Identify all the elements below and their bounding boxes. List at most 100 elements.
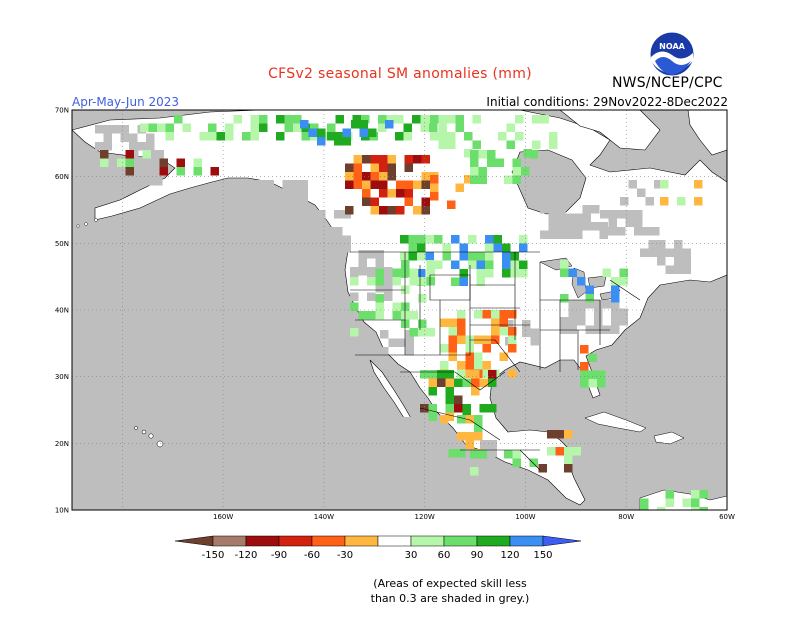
anomaly-cell bbox=[362, 189, 371, 198]
low-skill-cell bbox=[291, 197, 300, 206]
low-skill-cell bbox=[120, 125, 129, 134]
map-panel bbox=[72, 110, 727, 510]
anomaly-cell bbox=[465, 369, 474, 378]
anomaly-cell bbox=[438, 123, 447, 132]
anomaly-cell bbox=[225, 123, 234, 132]
low-skill-cell bbox=[265, 205, 274, 214]
anomaly-cell bbox=[560, 260, 569, 269]
low-skill-cell bbox=[637, 188, 646, 197]
low-skill-cell bbox=[574, 222, 583, 231]
low-skill-cell bbox=[611, 308, 620, 317]
low-skill-cell bbox=[367, 292, 376, 301]
anomaly-cell bbox=[465, 440, 474, 449]
colorbar-segment bbox=[311, 535, 346, 547]
anomaly-cell bbox=[476, 252, 485, 261]
anomaly-cell bbox=[457, 318, 466, 327]
low-skill-cell bbox=[480, 440, 489, 449]
anomaly-cell bbox=[408, 243, 417, 252]
low-skill-cell bbox=[557, 222, 566, 231]
anomaly-cell bbox=[619, 268, 628, 277]
low-skill-cell bbox=[317, 244, 326, 253]
anomaly-cell bbox=[359, 120, 368, 129]
anomaly-cell bbox=[387, 155, 396, 164]
anomaly-cell bbox=[199, 132, 208, 141]
anomaly-cell bbox=[395, 132, 404, 141]
low-skill-cell bbox=[334, 210, 343, 219]
anomaly-cell bbox=[482, 361, 491, 370]
anomaly-cell bbox=[342, 128, 351, 137]
anomaly-cell bbox=[471, 387, 480, 396]
anomaly-cell bbox=[409, 268, 418, 277]
anomaly-cell bbox=[611, 294, 620, 303]
low-skill-cell bbox=[95, 125, 104, 134]
anomaly-cell bbox=[640, 507, 649, 510]
anomaly-cell bbox=[459, 269, 468, 278]
anomaly-cell bbox=[225, 132, 234, 141]
low-skill-cell bbox=[282, 180, 291, 189]
low-skill-cell bbox=[540, 230, 549, 239]
low-skill-cell bbox=[375, 284, 384, 293]
anomaly-cell bbox=[350, 328, 359, 337]
low-skill-cell bbox=[568, 300, 577, 309]
low-skill-cell bbox=[505, 320, 514, 329]
anomaly-cell bbox=[370, 197, 379, 206]
anomaly-cell bbox=[293, 123, 302, 132]
low-skill-cell bbox=[147, 150, 156, 159]
anomaly-cell bbox=[560, 268, 569, 277]
anomaly-cell bbox=[504, 175, 513, 184]
low-skill-cell bbox=[634, 218, 643, 227]
low-skill-cell bbox=[530, 337, 539, 346]
low-skill-cell bbox=[682, 257, 691, 266]
anomaly-cell bbox=[508, 369, 517, 378]
anomaly-cell bbox=[515, 115, 524, 124]
anomaly-cell bbox=[488, 370, 497, 379]
low-skill-cell bbox=[565, 230, 574, 239]
low-skill-cell bbox=[405, 338, 414, 347]
anomaly-cell bbox=[327, 132, 336, 141]
anomaly-cell bbox=[284, 115, 293, 124]
anomaly-cell bbox=[403, 132, 412, 141]
anomaly-cell bbox=[125, 150, 134, 159]
anomaly-cell bbox=[459, 252, 468, 261]
anomaly-cell bbox=[300, 120, 309, 129]
low-skill-cell bbox=[682, 265, 691, 274]
anomaly-cell bbox=[359, 128, 368, 137]
anomaly-cell bbox=[259, 115, 268, 124]
colorbar-tick-label: 90 bbox=[471, 550, 484, 561]
anomaly-cell bbox=[459, 243, 468, 252]
anomaly-cell bbox=[580, 362, 589, 371]
anomaly-cell bbox=[345, 163, 354, 172]
anomaly-cell bbox=[392, 302, 401, 311]
low-skill-cell bbox=[674, 265, 683, 274]
anomaly-cell bbox=[485, 260, 494, 269]
colorbar: -150 -120 -90 -60 -30 30 60 90 120 150 bbox=[174, 535, 582, 561]
anomaly-cell bbox=[353, 172, 362, 181]
low-skill-cell bbox=[145, 160, 154, 169]
low-skill-cell bbox=[557, 230, 566, 239]
low-skill-cell bbox=[299, 188, 308, 197]
anomaly-cell bbox=[425, 252, 434, 261]
anomaly-cell bbox=[677, 197, 686, 206]
low-skill-cell bbox=[397, 338, 406, 347]
low-skill-cell bbox=[594, 308, 603, 317]
anomaly-cell bbox=[547, 447, 556, 456]
anomaly-cell bbox=[396, 180, 405, 189]
anomaly-cell bbox=[233, 115, 242, 124]
anomaly-cell bbox=[470, 158, 479, 167]
anomaly-cell bbox=[493, 243, 502, 252]
low-skill-cell bbox=[282, 188, 291, 197]
anomaly-cell bbox=[426, 268, 435, 277]
anomaly-cell bbox=[515, 132, 524, 141]
anomaly-cell bbox=[493, 235, 502, 244]
anomaly-cell bbox=[447, 115, 456, 124]
low-skill-cell bbox=[291, 188, 300, 197]
anomaly-cell bbox=[508, 310, 517, 319]
anomaly-cell bbox=[100, 150, 109, 159]
low-skill-cell bbox=[248, 214, 257, 223]
low-skill-cell bbox=[154, 177, 163, 186]
colorbar-segment bbox=[278, 535, 313, 547]
low-skill-cell bbox=[342, 244, 351, 253]
low-skill-cell bbox=[565, 213, 574, 222]
anomaly-cell bbox=[470, 467, 479, 476]
low-skill-cell bbox=[146, 133, 155, 142]
